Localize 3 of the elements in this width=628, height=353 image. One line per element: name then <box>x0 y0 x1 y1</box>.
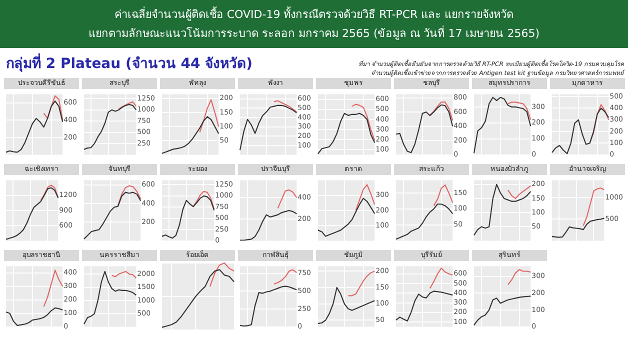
text: กลุ่มที่ 2 Plateau (จำนวน 44 จังหวัด) <box>6 52 252 74</box>
text: แยกตามลักษณะแนวโน้มการระบาด ระลอก มกราคม 2565 (ข้อมูล ณ วันที่ 17 เมษายน 2565) <box>87 24 541 42</box>
text: ค่าเฉลี่ยจำนวนผู้ติดเชื้อ COVID-19 ทั้งกรณีตรวจด้วยวิธี RT-PCR และ แยกรายจังหวัด <box>113 6 515 23</box>
